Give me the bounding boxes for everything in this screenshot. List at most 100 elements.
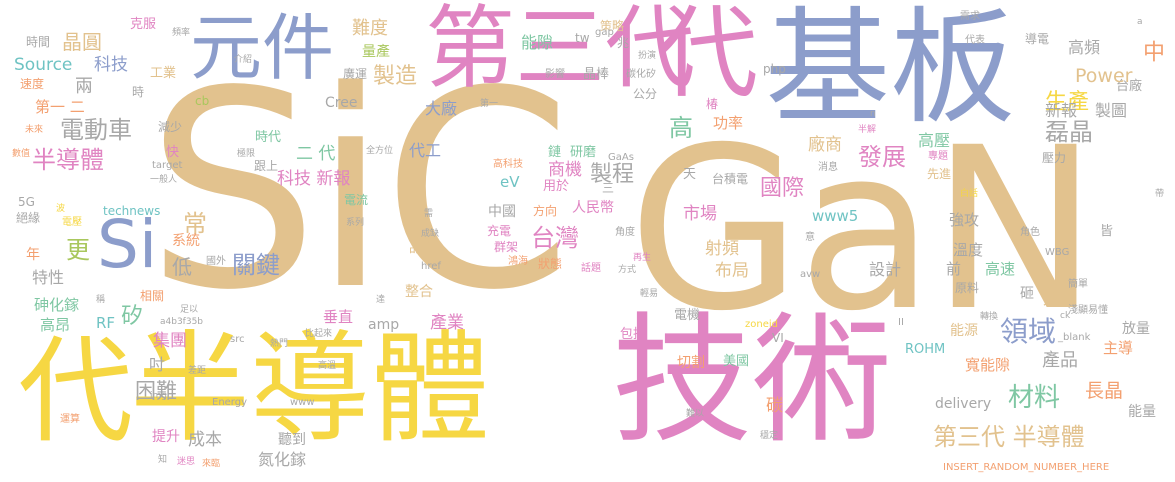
- word-huati: 話題: [581, 263, 601, 274]
- word-avw: avw: [800, 269, 821, 280]
- word-dachang: 大廠: [425, 99, 458, 118]
- word-href: href: [421, 261, 441, 272]
- word-qian: 前: [946, 260, 962, 278]
- word-fangxiang: 方向: [533, 204, 558, 218]
- word-gaokeji: 高科技: [493, 159, 523, 170]
- word-biqilai: 比起來: [305, 329, 333, 339]
- word-qiege: 切割: [677, 355, 705, 371]
- word-bo: 波: [56, 204, 66, 214]
- word-source: Source: [14, 55, 73, 75]
- word-xianjin: 先進: [927, 167, 952, 181]
- word-yi: 意: [805, 232, 815, 243]
- word-da: 達: [376, 295, 386, 305]
- word-sheji: 設計: [869, 260, 902, 279]
- word-diandongche: 電動車: [60, 116, 132, 144]
- word-gaopin: 高頻: [1068, 38, 1101, 57]
- word-zoneid: zoneid: [745, 319, 778, 330]
- word-yuanjian: 元件: [190, 6, 335, 90]
- word-di: 低: [172, 255, 192, 279]
- word-chaju: 差距: [188, 366, 207, 376]
- word-xiaoxi: 消息: [818, 162, 838, 173]
- word-gaas: GaAs: [608, 152, 634, 163]
- word-wendu: 溫度: [953, 241, 984, 259]
- word-xilie: 系列: [346, 218, 365, 228]
- word-qianggong: 強攻: [949, 211, 980, 229]
- word-banjie: 半解: [858, 125, 877, 135]
- word-tian: 天: [683, 167, 697, 182]
- word-guoji: 國際: [760, 176, 805, 201]
- word-meiguo: 美國: [723, 354, 750, 369]
- word-a: a: [1137, 17, 1143, 27]
- word-chayi: 差異: [1043, 291, 1074, 309]
- word-qunjia: 群架: [494, 240, 519, 254]
- word-genshang: 跟上: [254, 159, 279, 173]
- word-rohm: ROHM: [905, 342, 946, 357]
- word-chun: 椿: [706, 97, 719, 111]
- word-gongye: 工業: [150, 66, 177, 81]
- word-danhuajia: 氮化鎵: [258, 450, 307, 469]
- word-chanye: 產業: [430, 313, 464, 333]
- word-gaowen: 高溫: [318, 361, 337, 371]
- word-kuannengxi: 寬能隙: [965, 356, 1011, 374]
- word-fazhan: 發展: [858, 143, 906, 171]
- word-vi: VI: [772, 331, 784, 345]
- word-tw: tw: [575, 31, 590, 45]
- word-amp: amp: [368, 317, 400, 333]
- word-xuqiu: 需求: [960, 11, 980, 22]
- word-kuai: 快: [166, 145, 180, 160]
- word-zaisheng: 再生: [633, 253, 652, 263]
- word-zhuanhuan: 轉換: [980, 312, 999, 322]
- word-gaosu: 高速: [985, 260, 1016, 278]
- word-bandaoti-big: 半導體: [130, 320, 490, 459]
- word-gongfen: 公分: [633, 87, 658, 101]
- word-cree: Cree: [325, 95, 358, 111]
- word-5g: 5G: [18, 195, 35, 209]
- word-dianji: 電機: [674, 308, 701, 323]
- word-chengque: 成缺: [421, 229, 440, 239]
- word-insert: INSERT_RANDOM_NUMBER_HERE: [943, 462, 1110, 473]
- word-jituan: 集團: [153, 331, 187, 351]
- word-zhenghe: 整合: [405, 284, 433, 300]
- word-disandai: 第三代: [425, 0, 695, 101]
- word-keji-xinbao: 科技 新報: [277, 169, 351, 189]
- word-qingyi: 輕易: [640, 289, 659, 299]
- word-tan: 碳: [766, 396, 783, 416]
- word-buju: 布局: [715, 261, 749, 281]
- word-yunsuan: 運算: [60, 414, 80, 425]
- word-cailiao: 材料: [1008, 383, 1061, 413]
- word-liang: 兩: [75, 76, 93, 97]
- word-gonglv: 功率: [713, 114, 744, 132]
- word-dai-top: 代: [658, 0, 758, 112]
- word-guowai: 國外: [206, 256, 226, 267]
- word-qianxian: 淺顯易懂: [1068, 305, 1108, 316]
- word-shijian: 時間: [26, 35, 51, 49]
- word-power: Power: [1075, 65, 1133, 87]
- word-disandai-bandaoti: 第三代 半導體: [933, 423, 1085, 451]
- word-daigong: 代工: [409, 141, 442, 160]
- word-banyan: 扮演: [638, 51, 657, 61]
- word-zhizao: 製造: [373, 64, 418, 89]
- word-changjing: 長晶: [1085, 380, 1124, 402]
- word-si: Si: [97, 206, 158, 283]
- word-delivery: delivery: [935, 396, 992, 412]
- word-shuzhi: 數值: [12, 149, 31, 159]
- word-texing: 特性: [32, 268, 65, 287]
- word-jishu: 技術: [612, 300, 893, 463]
- word-energy: Energy: [212, 397, 248, 408]
- word-blank: _blank: [1058, 332, 1091, 343]
- word-liangchan: 量產: [362, 44, 390, 60]
- word-yuanliao: 原料: [955, 281, 980, 295]
- word-shangji: 商機: [548, 160, 582, 180]
- word-honghai: 鴻海: [508, 256, 528, 267]
- word-wbg: WBG: [1045, 247, 1070, 258]
- word-chanpin: 產品: [1042, 350, 1078, 371]
- word-baihua: 白話: [960, 189, 979, 199]
- word-cun: 吋: [149, 355, 166, 374]
- word-shenhuajia: 砷化鎵: [34, 296, 80, 314]
- word-taichang: 台廠: [1116, 79, 1143, 94]
- word-za: 砸: [1020, 286, 1034, 302]
- word-erdai: 二 代: [296, 144, 336, 164]
- word-cheng: 稱: [96, 295, 106, 305]
- word-jingbang: 晶棒: [583, 67, 610, 82]
- word-www: www: [290, 397, 315, 408]
